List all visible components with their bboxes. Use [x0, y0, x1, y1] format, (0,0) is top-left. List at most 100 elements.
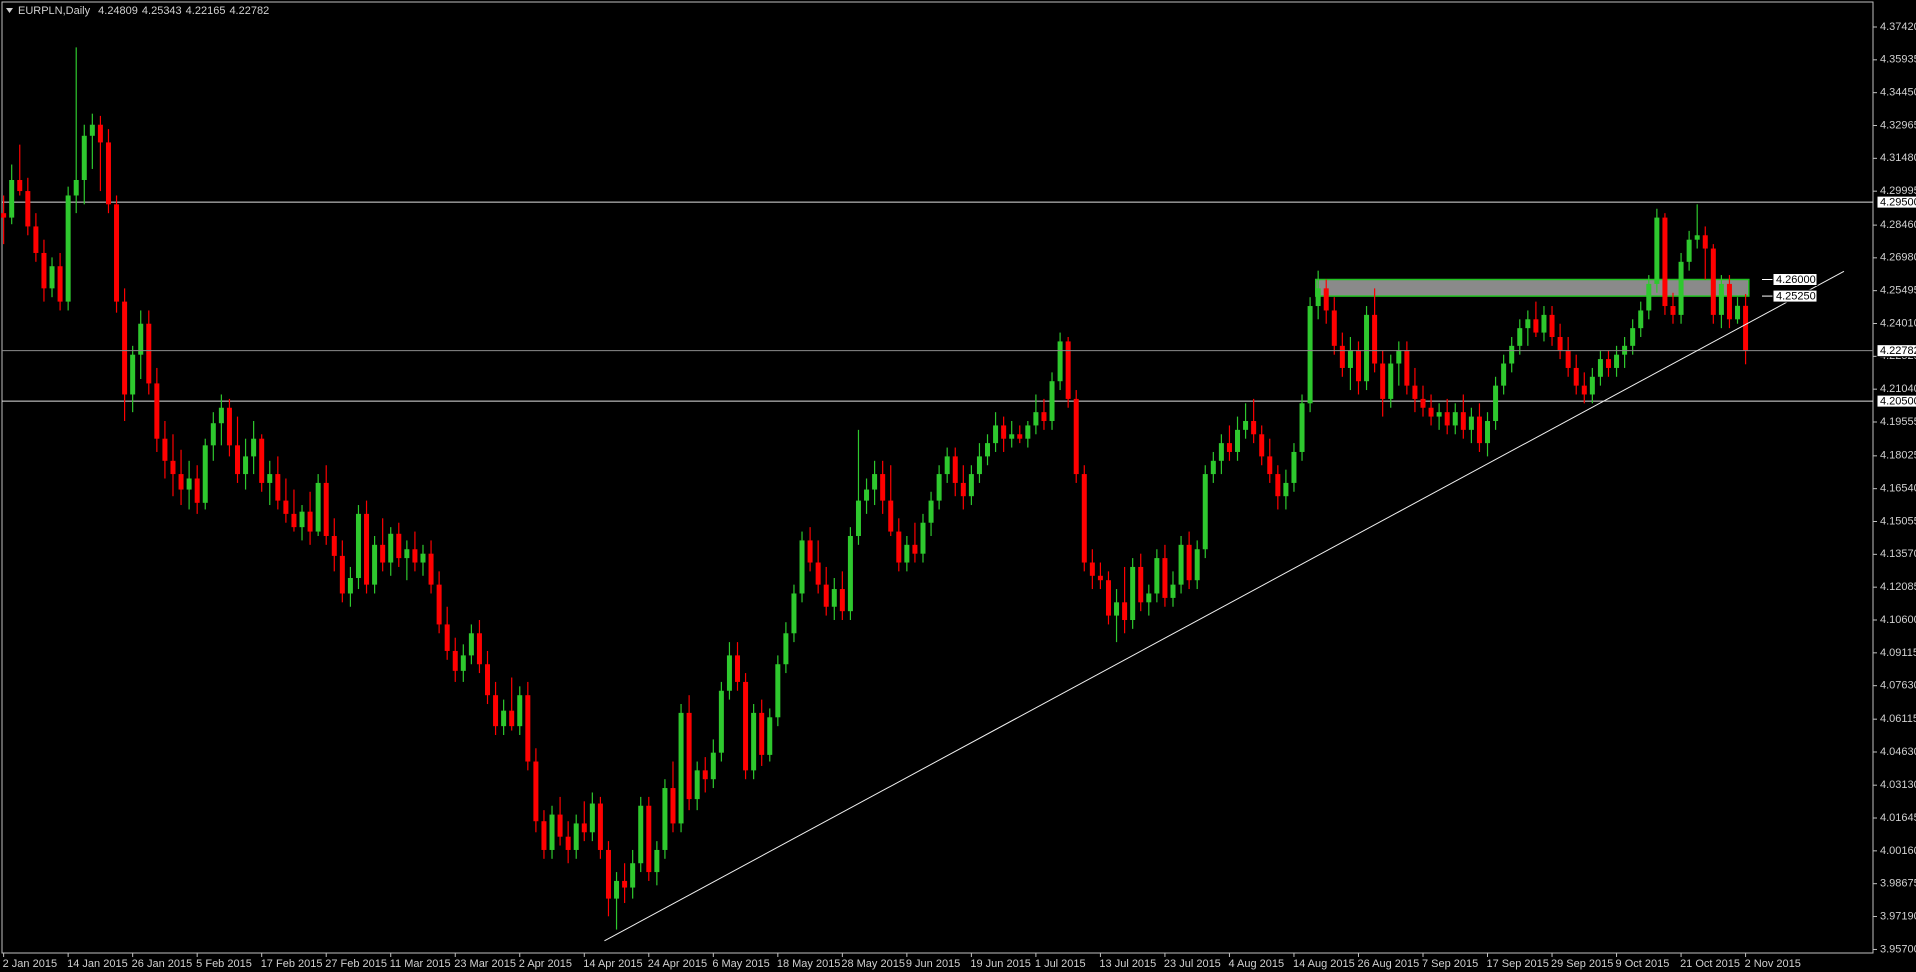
candle-body — [1114, 602, 1120, 616]
high-value: 4.25343 — [142, 5, 182, 17]
candle-body — [783, 633, 789, 665]
candle-body — [468, 633, 474, 656]
x-tick-label: 13 Jul 2015 — [1099, 958, 1156, 970]
x-tick-label: 2 Apr 2015 — [519, 958, 572, 970]
candle-body — [1210, 460, 1216, 475]
y-tick-label: 4.35935 — [1880, 54, 1916, 66]
x-tick-label: 18 May 2015 — [777, 958, 841, 970]
candle-body — [952, 456, 958, 483]
candle-body — [9, 180, 15, 218]
candle-body — [162, 438, 168, 461]
candle-body — [1525, 319, 1531, 329]
candle-body — [146, 323, 152, 384]
candle-body — [1364, 314, 1370, 382]
candle-body — [444, 624, 450, 651]
candle-body — [404, 549, 410, 559]
candle-body — [726, 655, 732, 691]
candle-body — [815, 562, 821, 585]
candle-body — [807, 540, 813, 563]
candle-body — [1033, 412, 1039, 426]
candle-body — [501, 710, 507, 727]
candle-body — [1138, 566, 1144, 603]
current-price-box — [1876, 344, 1916, 358]
candle-body — [1178, 544, 1184, 585]
candle-body — [880, 474, 886, 501]
candle-body — [896, 531, 902, 563]
x-tick-label: 1 Jul 2015 — [1035, 958, 1086, 970]
candle-body — [1073, 398, 1079, 475]
y-tick-label: 4.10600 — [1880, 614, 1916, 626]
x-tick-label: 2 Jan 2015 — [3, 958, 57, 970]
candle-body — [1581, 385, 1587, 395]
candle-body — [638, 805, 644, 864]
candle-body — [194, 478, 200, 503]
trendline — [604, 270, 1845, 942]
candle-body — [976, 456, 982, 475]
candle-body — [1315, 288, 1321, 307]
y-tick-label: 4.16540 — [1880, 483, 1916, 495]
candle-body — [1670, 306, 1676, 315]
candle-body — [872, 474, 878, 490]
x-tick-label: 17 Feb 2015 — [261, 958, 323, 970]
candle-body — [775, 664, 781, 718]
candle-body — [605, 849, 611, 899]
level-box — [1876, 394, 1916, 408]
candle-body — [694, 770, 700, 800]
x-tick-label: 14 Jan 2015 — [67, 958, 128, 970]
candle-body — [186, 478, 192, 490]
candle-body — [178, 474, 184, 490]
x-tick-label: 21 Oct 2015 — [1680, 958, 1740, 970]
x-tick-label: 9 Jun 2015 — [906, 958, 960, 970]
candle-body — [1057, 341, 1063, 382]
candle-body — [1, 213, 7, 218]
candle-body — [791, 593, 797, 634]
candle-body — [235, 445, 241, 475]
candle-body — [1267, 456, 1273, 475]
candle-body — [670, 788, 676, 824]
candle-body — [452, 650, 458, 671]
candle-body — [1194, 549, 1200, 581]
candle-body — [1718, 283, 1724, 315]
candle-body — [565, 836, 571, 850]
y-tick-label: 4.24010 — [1880, 317, 1916, 329]
candle-body — [960, 482, 966, 497]
candle-body — [920, 522, 926, 554]
candle-body — [1291, 451, 1297, 483]
menu-arrow[interactable] — [6, 8, 13, 13]
candle-body — [1097, 575, 1103, 581]
y-tick-label: 4.29995 — [1880, 185, 1916, 197]
candle-body — [847, 535, 853, 612]
candle-body — [267, 474, 273, 483]
candle-body — [549, 814, 555, 850]
x-tick-label: 27 Feb 2015 — [325, 958, 387, 970]
candle-body — [73, 180, 79, 196]
candle-body — [1541, 314, 1547, 333]
candle-body — [614, 880, 620, 899]
x-tick-label: 23 Mar 2015 — [454, 958, 516, 970]
candle-body — [1605, 359, 1611, 368]
x-tick-label: 14 Aug 2015 — [1293, 958, 1355, 970]
candle-body — [1597, 359, 1603, 377]
candle-body — [1380, 363, 1386, 399]
candle-body — [17, 180, 23, 192]
y-tick-label: 4.19555 — [1880, 416, 1916, 428]
candle-body — [1001, 425, 1007, 439]
candle-body — [331, 535, 337, 556]
candle-body — [1130, 566, 1136, 621]
candle-body — [1452, 412, 1458, 426]
x-tick-label: 26 Jan 2015 — [132, 958, 193, 970]
zone — [1314, 278, 1750, 297]
x-tick-label: 5 Feb 2015 — [196, 958, 252, 970]
candle-body — [1162, 558, 1168, 598]
candle-body — [622, 880, 628, 888]
candle-body — [1509, 345, 1515, 364]
candle-body — [823, 584, 829, 607]
close-value: 4.22782 — [229, 5, 269, 17]
candle-body — [210, 423, 216, 446]
candle-body — [243, 456, 249, 475]
zone-low-box — [1772, 289, 1818, 303]
y-tick-label: 3.95700 — [1880, 943, 1916, 955]
candle-body — [1630, 328, 1636, 346]
candle-body — [686, 712, 692, 800]
candle-body — [831, 589, 837, 607]
